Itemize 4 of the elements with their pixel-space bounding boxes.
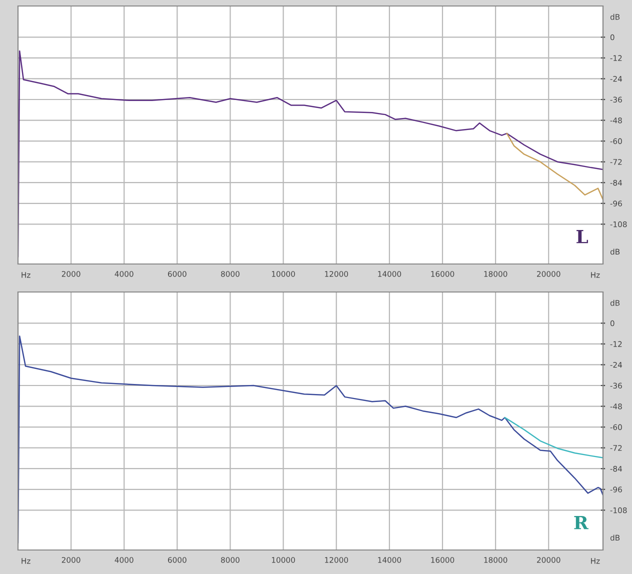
line-series	[506, 132, 603, 200]
line-series	[504, 416, 603, 458]
annotation: R	[574, 516, 588, 530]
annotation: L	[576, 230, 588, 244]
